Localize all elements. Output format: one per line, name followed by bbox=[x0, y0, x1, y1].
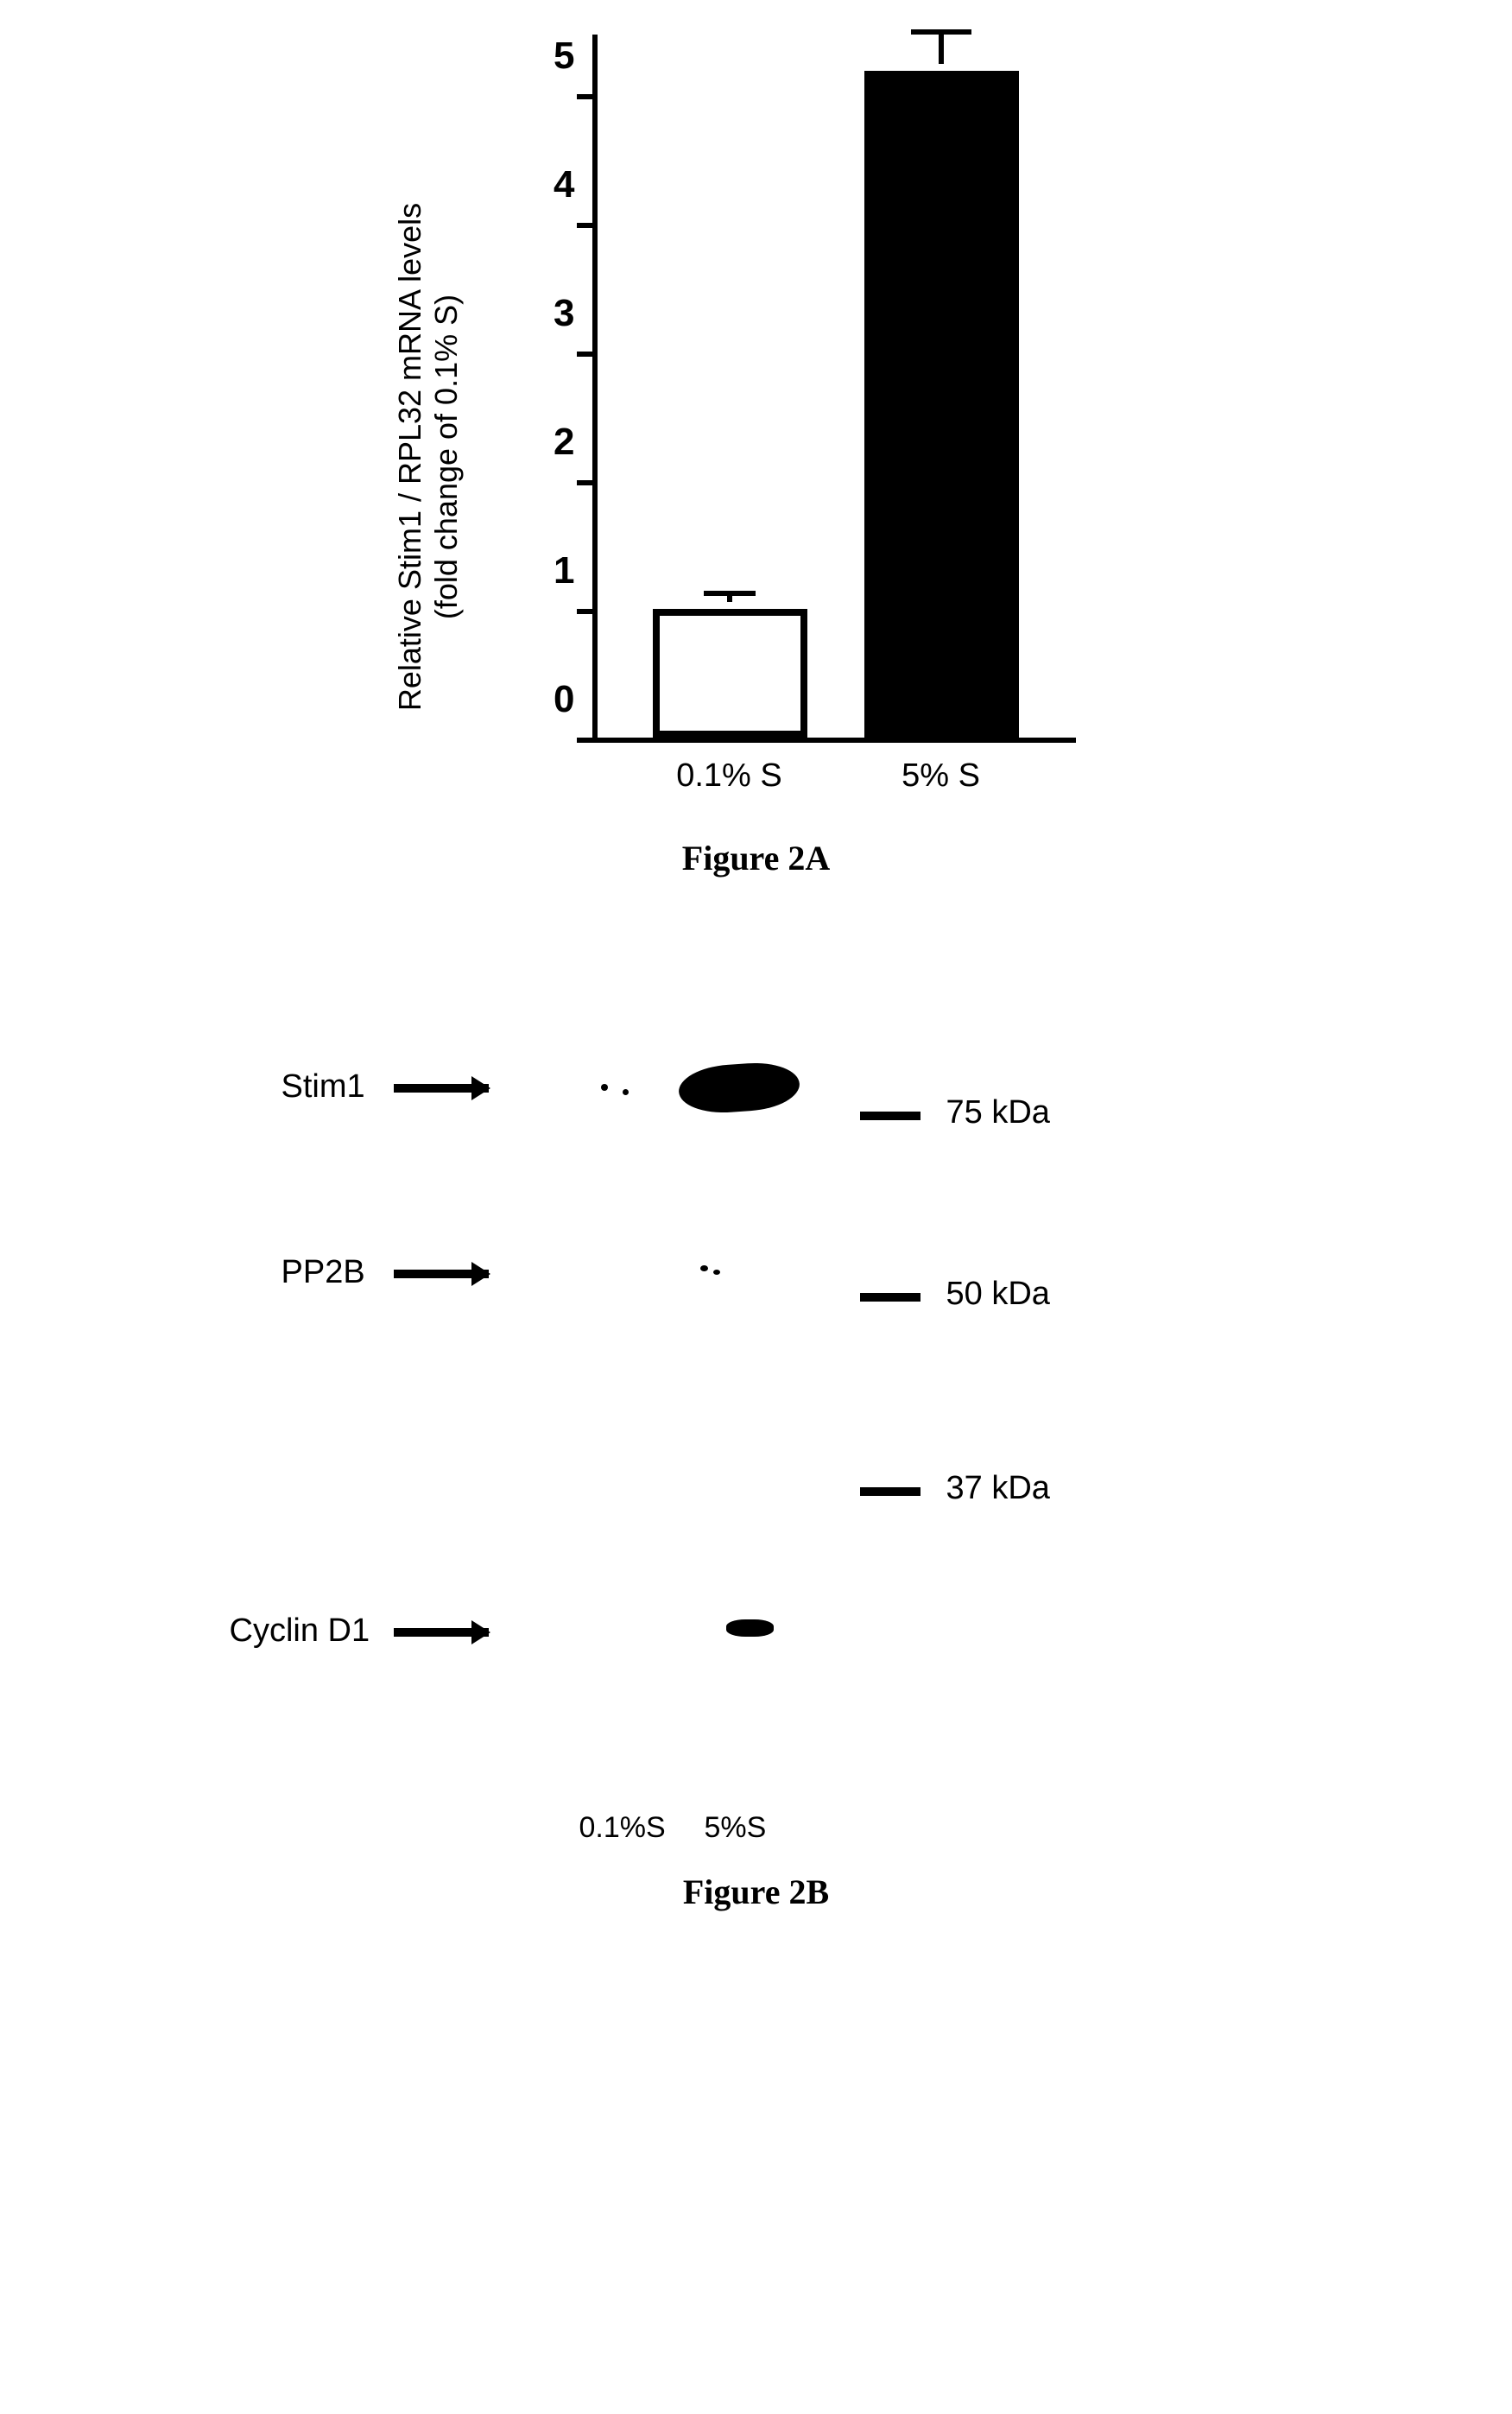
lane-header-0.1pct: 0.1%S bbox=[579, 1811, 666, 1845]
arrow-icon bbox=[394, 1628, 489, 1637]
mw-tick bbox=[860, 1293, 920, 1302]
xtick-label: 0.1% S bbox=[676, 757, 782, 795]
y-axis-label: Relative Stim1 / RPL32 mRNA levels (fold… bbox=[392, 202, 465, 710]
x-axis bbox=[592, 738, 1076, 743]
bar-5pct bbox=[864, 71, 1019, 738]
lane-header-5pct: 5%S bbox=[705, 1811, 767, 1845]
mw-label-75: 75 kDa bbox=[946, 1094, 1050, 1131]
band-cyclind1-5pct bbox=[726, 1619, 774, 1637]
ytick bbox=[577, 480, 592, 485]
protein-label-cyclind1: Cyclin D1 bbox=[230, 1613, 370, 1650]
error-bar-cap bbox=[704, 591, 756, 596]
figure-2a: Relative Stim1 / RPL32 mRNA levels (fold… bbox=[368, 35, 1145, 878]
ytick-label: 0 bbox=[532, 678, 575, 721]
ytick bbox=[577, 738, 592, 743]
y-axis-label-line1: Relative Stim1 / RPL32 mRNA levels bbox=[392, 202, 427, 710]
band-dot bbox=[623, 1089, 629, 1095]
protein-label-pp2b: PP2B bbox=[282, 1254, 365, 1291]
arrow-icon bbox=[394, 1084, 489, 1093]
error-bar-stem bbox=[939, 33, 944, 64]
band-stim1-5pct bbox=[677, 1060, 800, 1116]
arrow-icon bbox=[394, 1270, 489, 1278]
ytick bbox=[577, 352, 592, 357]
bar-chart: 0 1 2 3 4 5 0.1% S 5% S bbox=[592, 35, 1076, 743]
ytick-label: 5 bbox=[532, 35, 575, 78]
ytick bbox=[577, 223, 592, 228]
y-axis-label-line2: (fold change of 0.1% S) bbox=[428, 202, 465, 710]
mw-tick bbox=[860, 1112, 920, 1120]
band-dot bbox=[700, 1265, 708, 1271]
figure-2b-caption: Figure 2B bbox=[683, 1872, 829, 1912]
mw-label-37: 37 kDa bbox=[946, 1470, 1050, 1507]
ytick bbox=[577, 94, 592, 99]
band-dot bbox=[713, 1270, 720, 1275]
ytick-label: 2 bbox=[532, 421, 575, 464]
ytick-label: 3 bbox=[532, 292, 575, 335]
mw-tick bbox=[860, 1487, 920, 1496]
band-dot bbox=[601, 1084, 608, 1091]
ytick-label: 4 bbox=[532, 163, 575, 206]
figure-2b: Stim1 75 kDa PP2B 50 kDa 37 kDa Cyclin D… bbox=[282, 1017, 1231, 1967]
mw-label-50: 50 kDa bbox=[946, 1276, 1050, 1313]
figure-2a-caption: Figure 2A bbox=[368, 838, 1145, 878]
xtick-label: 5% S bbox=[902, 757, 980, 795]
ytick-label: 1 bbox=[532, 549, 575, 592]
bar-0.1pct bbox=[653, 609, 807, 738]
error-bar-cap bbox=[911, 29, 971, 35]
y-axis bbox=[592, 35, 598, 743]
protein-label-stim1: Stim1 bbox=[282, 1068, 365, 1106]
ytick bbox=[577, 609, 592, 614]
